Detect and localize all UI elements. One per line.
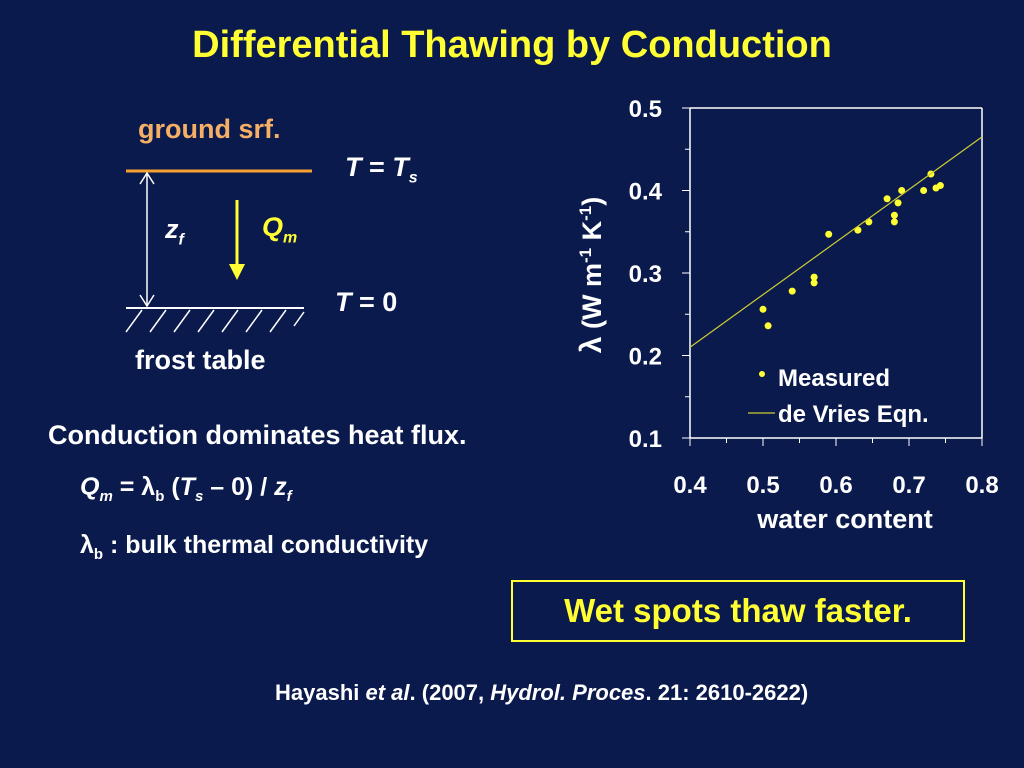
measured-point <box>890 211 898 219</box>
x-tick-label: 0.7 <box>892 472 925 499</box>
thaw-diagram-graphic <box>125 169 312 333</box>
measured-point <box>890 218 898 226</box>
legend-measured-label: Measured <box>778 365 890 392</box>
legend-de-vries-label: de Vries Eqn. <box>778 401 929 428</box>
frost-temperature-label: T = 0 <box>335 287 398 317</box>
de-vries-line <box>689 136 983 348</box>
measured-point <box>810 273 818 281</box>
y-tick-label: 0.4 <box>629 179 663 206</box>
x-tick-label: 0.4 <box>673 472 707 499</box>
measured-point <box>854 226 862 234</box>
depth-arrow-top-head <box>139 171 155 185</box>
measured-point <box>920 187 928 194</box>
frost-table-hatch <box>125 309 305 333</box>
x-tick-label: 0.5 <box>746 472 779 499</box>
slide-title: Differential Thawing by Conduction <box>192 24 832 66</box>
x-axis-label: water content <box>756 504 933 534</box>
y-tick-label: 0.2 <box>629 344 662 371</box>
thaw-depth-label: zf <box>165 214 184 249</box>
measured-point <box>788 287 796 295</box>
heat-flux-arrow-head <box>229 264 245 280</box>
heat-flux-label: Qm <box>262 212 298 247</box>
conclusion-callout: Wet spots thaw faster. <box>511 580 965 642</box>
y-tick-label: 0.3 <box>629 261 662 288</box>
conduction-statement: Conduction dominates heat flux. <box>48 420 467 450</box>
legend-measured-marker <box>759 371 765 377</box>
measured-point <box>825 230 833 238</box>
citation: Hayashi et al. (2007, Hydrol. Proces. 21… <box>275 680 809 705</box>
measured-point <box>898 187 906 194</box>
measured-point <box>865 218 873 226</box>
heat-flux-equation: Qm = λb (Ts – 0) / zf <box>80 473 292 505</box>
measured-point <box>894 199 902 207</box>
depth-arrow-bottom-head <box>139 294 155 308</box>
frost-table-label: frost table <box>135 345 266 375</box>
y-tick-label: 0.5 <box>629 96 662 123</box>
measured-point <box>764 322 772 330</box>
ground-surface-label: ground srf. <box>138 114 281 144</box>
measured-point <box>759 305 767 313</box>
x-tick-label: 0.6 <box>819 472 852 499</box>
y-axis-label: λ (W m-1 K-1) <box>575 197 608 353</box>
x-tick-label: 0.8 <box>965 472 998 499</box>
y-tick-label: 0.1 <box>629 426 662 453</box>
measured-point <box>810 279 818 287</box>
measured-point <box>883 195 891 203</box>
measured-point <box>936 182 944 190</box>
conductivity-definition: λb : bulk thermal conductivity <box>80 531 429 563</box>
surface-temperature-label: T = Ts <box>345 152 418 187</box>
